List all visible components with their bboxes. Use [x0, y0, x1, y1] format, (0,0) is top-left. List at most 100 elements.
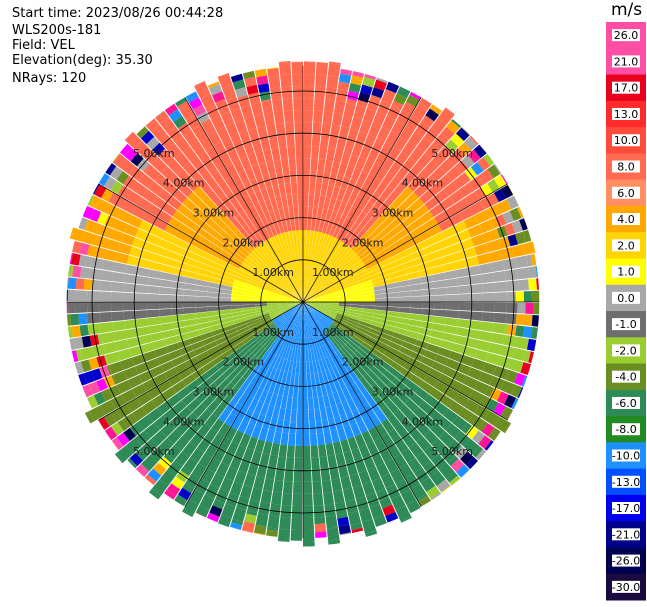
velocity-gate [390, 336, 404, 346]
velocity-gate [235, 361, 247, 374]
velocity-gate [215, 488, 230, 504]
velocity-gate [237, 245, 250, 257]
range-label: 4.00km [402, 177, 444, 190]
noise-gate [144, 474, 157, 486]
velocity-gate [287, 348, 293, 361]
colorbar-tick-label: 10.0 [614, 134, 639, 147]
velocity-gate [147, 407, 163, 423]
velocity-gate [253, 231, 264, 244]
velocity-gate [314, 293, 326, 299]
noise-gate [164, 489, 176, 500]
velocity-gate [416, 137, 432, 153]
velocity-gate [415, 339, 429, 350]
velocity-gate [325, 515, 338, 529]
velocity-gate [373, 284, 386, 291]
velocity-gate [329, 61, 341, 65]
velocity-gate [391, 395, 405, 410]
noise-gate [493, 188, 507, 203]
velocity-gate [219, 297, 232, 302]
velocity-gate [246, 221, 258, 234]
velocity-gate [303, 292, 312, 302]
velocity-gate [268, 309, 281, 315]
velocity-gate [388, 161, 402, 176]
velocity-gate [269, 393, 278, 407]
velocity-gate [392, 377, 406, 391]
velocity-gate [437, 246, 452, 258]
noise-gate [525, 302, 534, 315]
velocity-gate [457, 276, 471, 286]
velocity-gate [325, 309, 338, 315]
noise-gate [164, 103, 178, 116]
velocity-gate [316, 321, 325, 333]
noise-gate [81, 335, 92, 348]
velocity-gate [446, 310, 459, 319]
velocity-gate [323, 99, 335, 113]
velocity-gate [418, 327, 432, 337]
velocity-gate [313, 291, 325, 298]
velocity-gate [195, 290, 208, 297]
velocity-gate [303, 294, 313, 302]
velocity-gate [303, 302, 315, 306]
velocity-gate [151, 430, 167, 446]
velocity-gate [343, 269, 355, 278]
velocity-gate [283, 309, 294, 318]
noise-gate [530, 253, 537, 266]
noise-gate [105, 163, 117, 176]
velocity-gate [371, 452, 385, 467]
velocity-gate [226, 440, 239, 456]
velocity-gate [136, 392, 152, 406]
velocity-gate [111, 375, 117, 385]
velocity-gate [354, 329, 368, 338]
velocity-gate [431, 438, 447, 454]
velocity-gate [329, 340, 339, 353]
velocity-gate [276, 318, 286, 328]
velocity-gate [390, 361, 404, 373]
velocity-gate [220, 249, 233, 260]
velocity-gate [430, 166, 446, 182]
velocity-gate [270, 250, 279, 262]
velocity-gate [303, 230, 307, 243]
velocity-gate [432, 134, 448, 151]
velocity-gate [316, 384, 323, 397]
velocity-gate [260, 257, 271, 268]
velocity-gate [288, 311, 297, 323]
velocity-gate [340, 439, 351, 453]
velocity-gate [490, 192, 499, 204]
velocity-gate [237, 184, 249, 198]
velocity-gate [123, 319, 137, 330]
velocity-gate [379, 263, 393, 272]
velocity-gate [201, 120, 216, 136]
velocity-gate [159, 302, 172, 309]
velocity-gate [298, 278, 302, 291]
velocity-gate [346, 398, 358, 412]
velocity-gate [251, 165, 263, 179]
velocity-gate [280, 504, 292, 518]
velocity-gate [132, 206, 148, 220]
velocity-gate [174, 451, 190, 467]
velocity-gate [291, 299, 303, 302]
velocity-gate [415, 255, 429, 265]
velocity-gate [324, 287, 337, 294]
velocity-gate [464, 191, 480, 206]
velocity-gate [328, 197, 337, 211]
velocity-gate [381, 171, 395, 186]
velocity-gate [293, 293, 303, 302]
noise-gate [451, 118, 462, 128]
velocity-gate [367, 264, 380, 273]
velocity-gate [270, 442, 280, 456]
velocity-gate [271, 491, 283, 505]
velocity-gate [452, 174, 469, 190]
velocity-gate [183, 302, 196, 308]
noise-gate [454, 446, 468, 460]
velocity-gate [303, 541, 315, 547]
velocity-gate [219, 309, 232, 315]
velocity-gate [181, 392, 196, 406]
velocity-gate [226, 331, 239, 340]
velocity-gate [147, 285, 160, 294]
velocity-gate [267, 304, 280, 308]
velocity-gate [303, 293, 312, 302]
noise-gate [112, 153, 120, 163]
velocity-gate [342, 231, 353, 244]
velocity-gate [268, 290, 281, 296]
velocity-gate [358, 470, 372, 485]
